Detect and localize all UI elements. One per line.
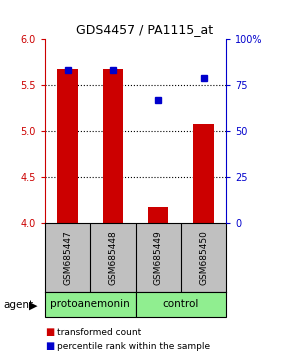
- FancyBboxPatch shape: [45, 292, 135, 317]
- Bar: [148, 207, 168, 223]
- Text: GSM685449: GSM685449: [154, 230, 163, 285]
- Text: ▶: ▶: [29, 300, 38, 310]
- Text: GSM685447: GSM685447: [63, 230, 72, 285]
- Bar: [193, 124, 214, 223]
- Text: transformed count: transformed count: [57, 327, 141, 337]
- Bar: [57, 69, 78, 223]
- Text: GDS4457 / PA1115_at: GDS4457 / PA1115_at: [77, 23, 213, 36]
- Text: ■: ■: [45, 341, 54, 351]
- Text: GSM685448: GSM685448: [108, 230, 117, 285]
- Text: control: control: [163, 299, 199, 309]
- Bar: [103, 69, 123, 223]
- FancyBboxPatch shape: [135, 292, 226, 317]
- Text: ■: ■: [45, 327, 54, 337]
- Text: percentile rank within the sample: percentile rank within the sample: [57, 342, 210, 351]
- Text: protoanemonin: protoanemonin: [50, 299, 130, 309]
- Text: agent: agent: [3, 300, 33, 310]
- Text: GSM685450: GSM685450: [199, 230, 208, 285]
